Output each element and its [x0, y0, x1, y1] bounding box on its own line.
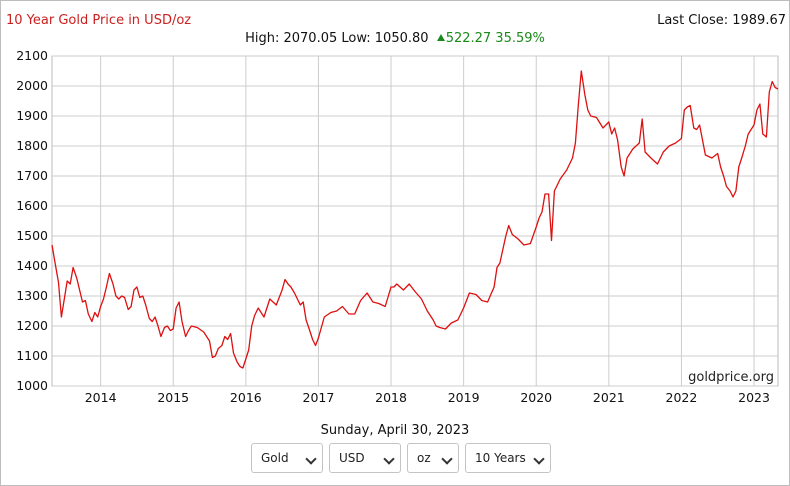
y-tick-label: 2000 [16, 78, 48, 93]
price-stats: High: 2070.05 Low: 1050.80 522.27 35.59% [0, 31, 790, 46]
y-tick-label: 1800 [16, 138, 48, 153]
unit-select-value: oz [417, 451, 431, 465]
x-tick-label: 2021 [593, 390, 625, 405]
chevron-down-icon [533, 453, 545, 465]
up-triangle-icon [436, 34, 445, 41]
x-tick-label: 2017 [303, 390, 335, 405]
gold-price-line [51, 70, 779, 369]
x-tick-label: 2016 [230, 390, 262, 405]
y-tick-label: 1400 [16, 258, 48, 273]
y-tick-label: 1300 [16, 288, 48, 303]
price-chart: 1000 1100 1200 1300 1400 1500 1600 1700 1800 1900… [16, 48, 779, 405]
chevron-down-icon [305, 453, 317, 465]
high-low-label: High: 2070.05 Low: 1050.80 [245, 31, 429, 46]
y-tick-label: 1600 [16, 198, 48, 213]
x-tick-label: 2018 [375, 390, 407, 405]
chart-title: 10 Year Gold Price in USD/oz [6, 13, 192, 28]
unit-select[interactable]: oz [407, 443, 459, 473]
metal-select-value: Gold [261, 451, 289, 465]
currency-select-value: USD [339, 451, 365, 465]
last-close: Last Close: 1989.67 [657, 13, 786, 28]
y-tick-label: 1000 [16, 378, 48, 393]
x-tick-label: 2022 [666, 390, 698, 405]
y-tick-label: 1700 [16, 168, 48, 183]
y-tick-label: 2100 [16, 48, 48, 63]
metal-select[interactable]: Gold [251, 443, 323, 473]
y-tick-label: 1200 [16, 318, 48, 333]
currency-select[interactable]: USD [329, 443, 401, 473]
range-select-value: 10 Years [475, 451, 526, 465]
x-tick-label: 2020 [520, 390, 552, 405]
change-label: 522.27 35.59% [445, 31, 545, 46]
range-select[interactable]: 10 Years [465, 443, 551, 473]
chevron-down-icon [383, 453, 395, 465]
x-tick-label: 2023 [738, 390, 770, 405]
watermark-label: goldprice.org [688, 370, 774, 385]
x-tick-label: 2015 [157, 390, 189, 405]
x-tick-label: 2014 [85, 390, 117, 405]
chart-date: Sunday, April 30, 2023 [320, 423, 470, 438]
chevron-down-icon [441, 453, 453, 465]
y-tick-label: 1900 [16, 108, 48, 123]
x-tick-label: 2019 [448, 390, 480, 405]
y-tick-label: 1500 [16, 228, 48, 243]
y-tick-label: 1100 [16, 348, 48, 363]
